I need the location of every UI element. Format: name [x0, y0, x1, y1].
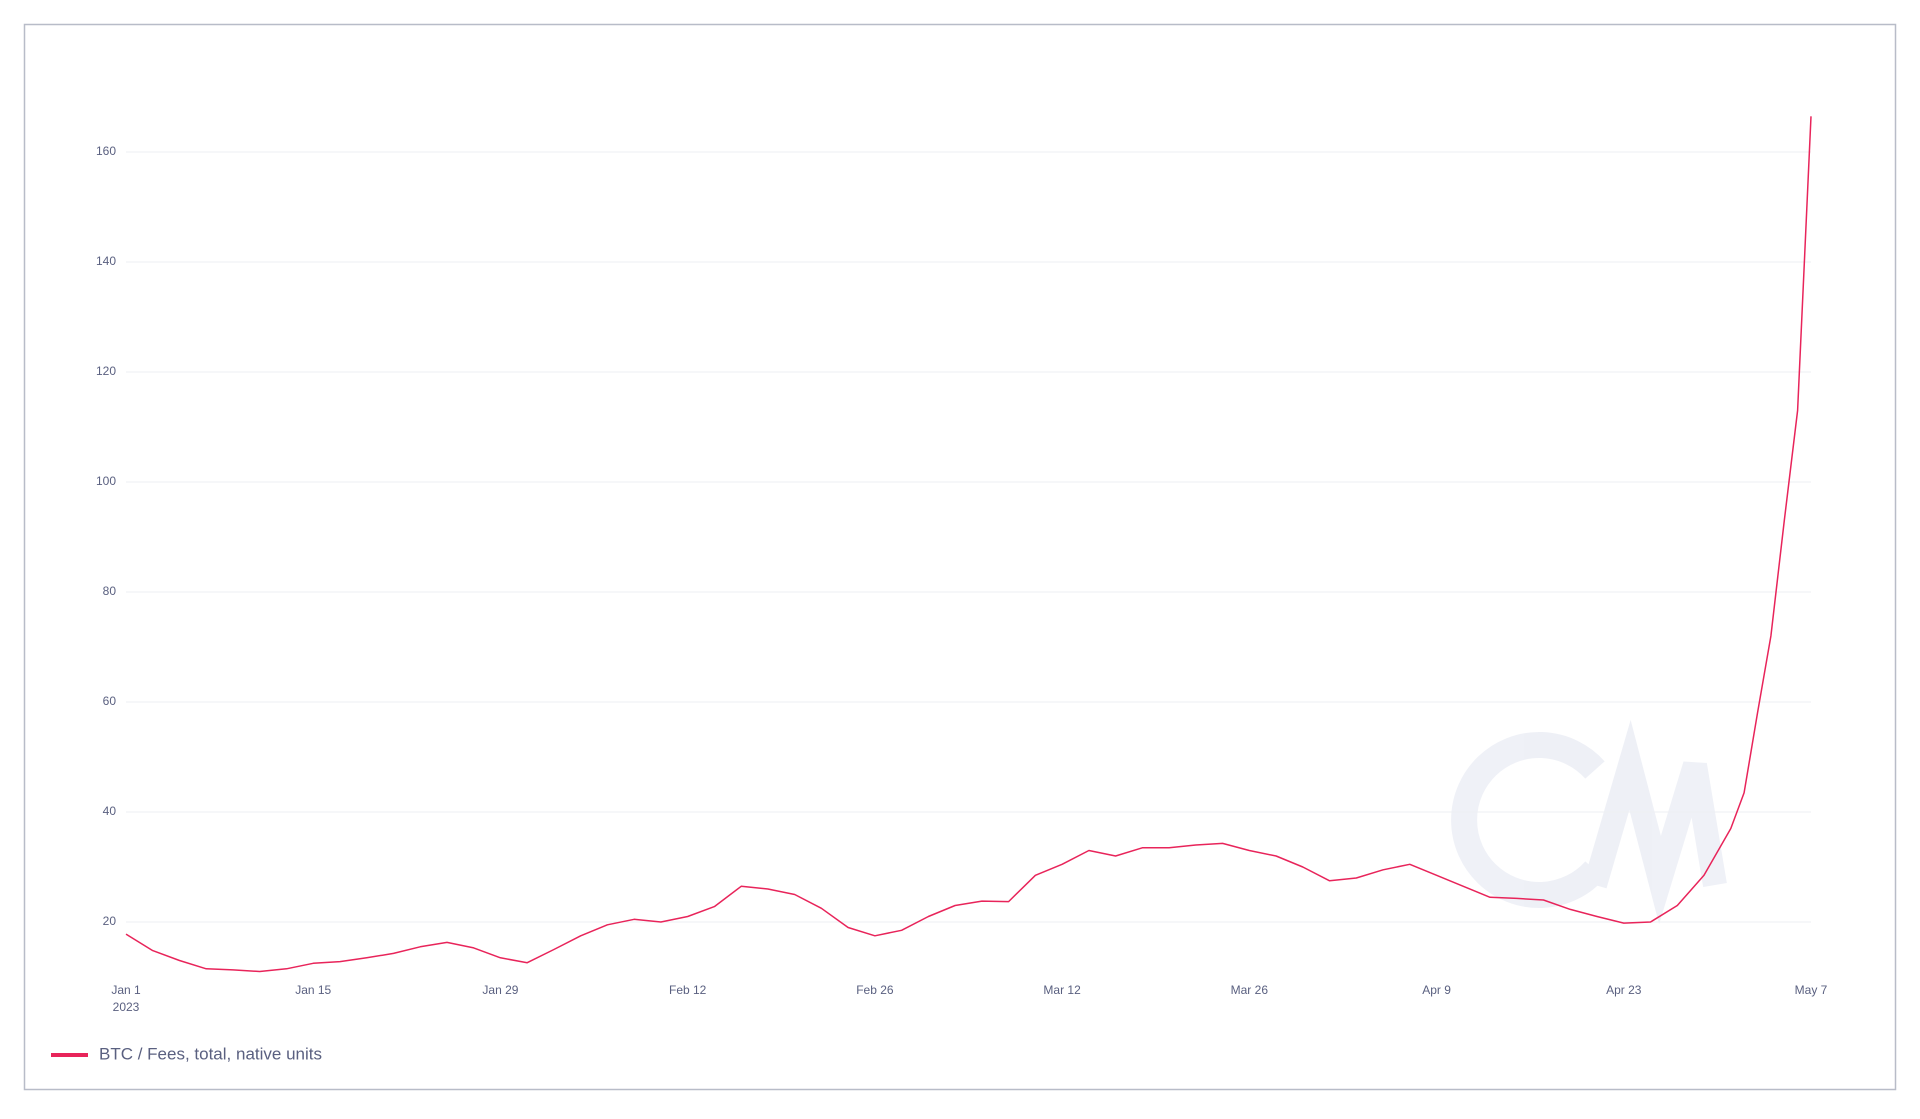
x-tick-label: Feb 12 [669, 983, 707, 997]
x-tick-label: May 7 [1795, 983, 1828, 997]
y-tick-label: 100 [96, 474, 116, 488]
x-tick-label: Jan 29 [482, 983, 518, 997]
x-tick-label: Apr 23 [1606, 983, 1642, 997]
x-tick-label: Mar 12 [1043, 983, 1081, 997]
x-tick-label: Apr 9 [1422, 983, 1451, 997]
x-tick-label: Mar 26 [1231, 983, 1269, 997]
y-tick-label: 60 [103, 694, 117, 708]
y-tick-label: 140 [96, 254, 116, 268]
y-tick-label: 120 [96, 364, 116, 378]
x-year-label: 2023 [113, 1000, 140, 1014]
series-line [125, 116, 1812, 973]
y-tick-label: 80 [103, 584, 117, 598]
chart-frame [23, 23, 1897, 1091]
x-tick-label: Jan 15 [295, 983, 331, 997]
y-tick-label: 160 [96, 144, 116, 158]
y-tick-label: 40 [103, 804, 117, 818]
legend-label: BTC / Fees, total, native units [99, 1044, 322, 1063]
x-tick-label: Feb 26 [856, 983, 894, 997]
y-tick-label: 20 [103, 914, 117, 928]
watermark [1451, 719, 1727, 925]
x-tick-label: Jan 1 [111, 983, 141, 997]
